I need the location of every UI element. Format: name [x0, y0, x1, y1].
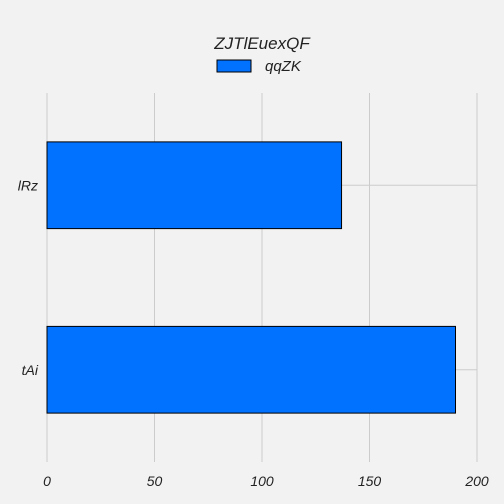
- chart-title: ZJTlEuexQF: [213, 34, 311, 53]
- bars: [46, 141, 456, 414]
- legend-label: qqZK: [265, 58, 302, 75]
- x-tick-labels: 0 50 100 150 200: [43, 473, 489, 489]
- x-tick-label: 150: [358, 473, 382, 489]
- bar: [46, 325, 456, 414]
- x-tick-label: 200: [464, 473, 489, 489]
- x-tick-label: 100: [250, 473, 274, 489]
- y-tick-labels: lRz tAi: [18, 177, 39, 378]
- bar: [46, 141, 343, 230]
- legend: qqZK: [216, 58, 302, 75]
- x-tick-label: 0: [43, 473, 51, 489]
- y-tick-label: lRz: [18, 177, 38, 193]
- x-tick-label: 50: [147, 473, 163, 489]
- legend-swatch: [216, 59, 252, 73]
- y-tick-label: tAi: [22, 362, 39, 378]
